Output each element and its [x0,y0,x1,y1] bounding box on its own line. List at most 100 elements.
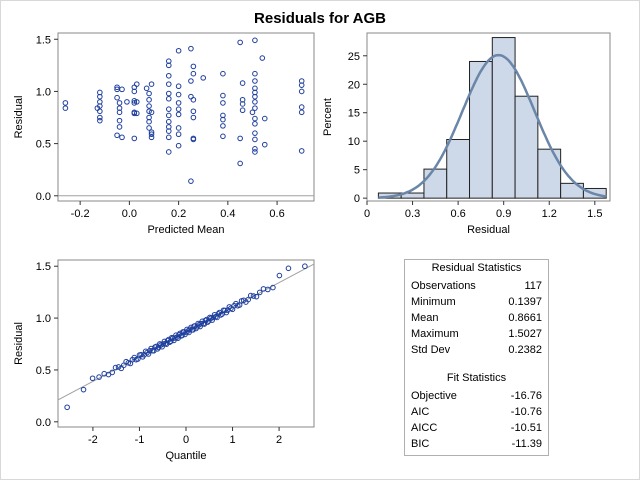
hist-ytick-label: 5 [354,165,360,177]
scatter-point [252,70,258,77]
hist-xtick-label: 0.6 [450,208,465,220]
figure-title: Residuals for AGB [254,10,386,27]
stat-label: Mean [411,312,439,324]
scatter-point [252,99,258,105]
scatter-point [148,81,155,87]
scatter-point [190,135,197,142]
scatter-point [252,130,258,136]
scatter-point [252,146,258,152]
scatter-point [190,63,197,70]
scatter-point [97,114,103,121]
stat-row: Objective -16.76 [405,388,548,404]
scatter-point [62,100,69,106]
scatter-point [146,90,152,97]
scatter-point [239,101,246,107]
scatter-ytick-label: 0.0 [36,191,51,203]
stat-row: Std Dev 0.2382 [405,342,548,358]
scatter-point [220,100,226,106]
scatter-point [114,94,120,101]
scatter-point [259,55,266,61]
stat-value: 0.1397 [508,296,542,308]
hist-density-curve [378,53,607,199]
scatter-point [298,88,305,95]
hist-ytick-label: 25 [348,51,360,63]
scatter-point [175,91,182,98]
scatter-point [298,109,305,116]
scatter-point [249,109,256,116]
stat-row: AIC -10.76 [405,404,548,420]
qq-point [253,293,260,300]
scatter-point [165,149,172,155]
scatter-xtick-label: 0.2 [171,208,186,220]
hist-bar [491,37,516,199]
qq-point [80,386,87,393]
residual-histogram-panel: 0 0.3 0.6 0.9 1.2 1.5 0 5 10 15 20 25 Residual Percen… [322,32,611,236]
hist-xtick-label: 1.2 [542,208,557,220]
scatter-point [188,78,194,84]
scatter-point [200,75,207,81]
scatter-point [237,39,243,46]
stat-value: -11.39 [511,438,542,450]
qq-xtick-label: -2 [88,434,98,446]
qq-point [214,314,220,321]
qq-ytick-label: 0.5 [36,365,51,377]
scatter-point [220,70,226,77]
qq-point [96,374,102,380]
stat-label: AIC [411,406,430,418]
scatter-xtick-label: -0.2 [71,208,90,220]
qq-point [270,284,276,291]
hist-bar [469,60,493,199]
stat-value: -16.76 [510,390,542,402]
scatter-point [239,107,246,114]
stat-value: -10.51 [510,422,542,434]
qq-point [89,375,96,382]
scatter-point [252,93,258,100]
qq-xtick-label: -1 [135,434,145,446]
scatter-point [148,109,155,116]
qq-xtick-label: 0 [183,434,189,446]
scatter-point [148,131,155,138]
scatter-point [188,45,194,52]
scatter-point [116,100,123,106]
qq-point [204,319,211,325]
stat-row: Minimum 0.1397 [405,294,548,310]
scatter-point [220,92,226,99]
scatter-point [62,105,69,111]
scatter-point [252,149,258,155]
hist-ylabel: Percent [322,98,334,136]
scatter-xlabel: Predicted Mean [147,224,224,236]
scatter-point [188,93,194,100]
scatter-point [165,118,172,125]
scatter-point [298,82,305,88]
qq-ytick-label: 1.0 [36,313,51,325]
stat-row: Maximum 1.5027 [405,326,548,342]
residual-vs-predicted-panel: -0.2 0.0 0.2 0.4 0.6 0.0 0.5 1.0 1.5 Predicted Me… [13,32,315,236]
scatter-point [97,93,103,100]
qq-plot-panel: -2 -1 0 1 2 0.0 0.5 1.0 1.5 Quantile Residual [13,259,315,462]
scatter-plot-area [57,32,315,202]
scatter-point [190,70,197,77]
qq-point [154,346,161,352]
scatter-point [146,125,152,131]
stat-value: -10.76 [510,406,542,418]
scatter-point [252,105,258,111]
qq-point [109,369,116,376]
scatter-point [239,80,246,86]
scatter-point [119,86,125,93]
scatter-point [252,136,258,143]
stat-row: BIC -11.39 [405,436,548,452]
scatter-ytick-label: 0.5 [36,139,51,151]
scatter-point [261,141,268,148]
qq-point [247,292,254,299]
qq-xtick-label: 1 [229,434,235,446]
scatter-point [175,47,182,54]
scatter-point [175,83,182,90]
scatter-point [252,37,258,44]
hist-bar [537,148,562,199]
scatter-point [175,142,182,149]
hist-xtick-label: 0.9 [496,208,511,220]
qq-point [197,323,203,330]
hist-plot-area [366,32,611,202]
qq-point [145,351,152,357]
scatter-point [237,135,243,142]
